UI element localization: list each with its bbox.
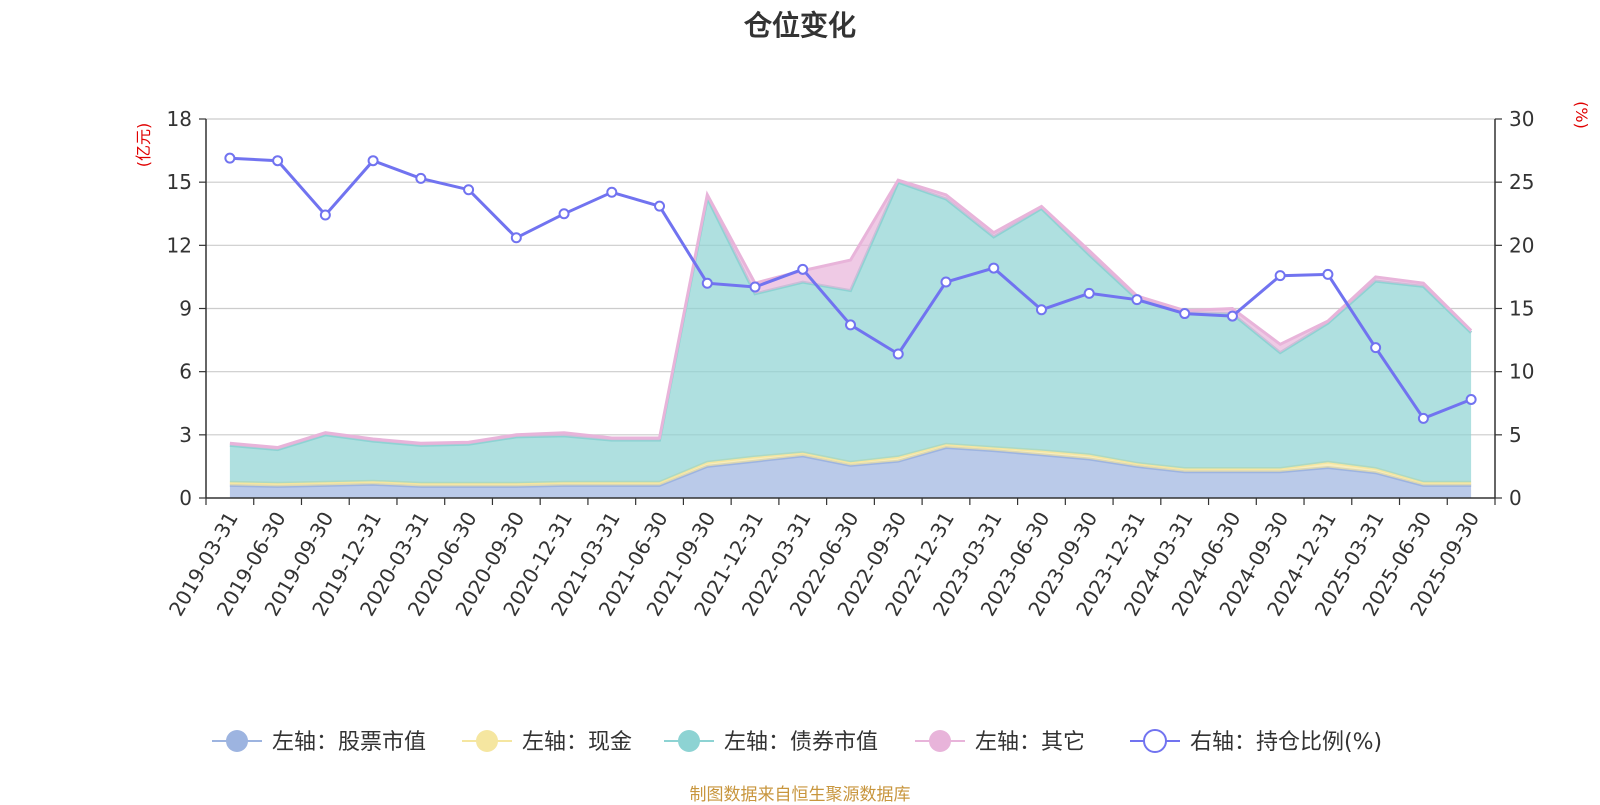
right-axis-tick-label: 30 — [1509, 107, 1534, 131]
left-axis-tick-label: 0 — [179, 486, 192, 510]
area-左轴：现金 — [229, 444, 1472, 487]
holding-ratio-point[interactable] — [272, 155, 284, 167]
legend-label: 左轴：债券市值 — [724, 730, 878, 755]
holding-ratio-point[interactable] — [1226, 310, 1238, 322]
holding-ratio-point[interactable] — [940, 276, 952, 288]
holding-ratio-point[interactable] — [367, 155, 379, 167]
holding-ratio-point[interactable] — [319, 209, 331, 221]
holding-ratio-point[interactable] — [415, 172, 427, 184]
right-axis-tick-label: 20 — [1509, 233, 1534, 257]
legend-marker — [1143, 729, 1167, 753]
right-axis-tick-label: 25 — [1509, 170, 1534, 194]
legend-item[interactable]: 右轴：持仓比例(%) — [1130, 729, 1382, 755]
holding-ratio-point[interactable] — [510, 232, 522, 244]
holding-ratio-point[interactable] — [606, 186, 618, 198]
left-axis-tick-label: 6 — [179, 360, 192, 384]
right-axis-tick-label: 0 — [1509, 486, 1522, 510]
area-左轴：债券市值 — [229, 182, 1472, 484]
legend-marker — [678, 730, 700, 752]
holding-ratio-point[interactable] — [1322, 268, 1334, 280]
left-axis-tick-label: 12 — [167, 233, 192, 257]
legend-marker — [929, 730, 951, 752]
legend-marker — [226, 730, 248, 752]
legend-marker — [476, 730, 498, 752]
holding-ratio-point[interactable] — [463, 184, 475, 196]
area-edge-左轴：其它 — [229, 178, 1473, 450]
holding-ratio-point[interactable] — [1370, 342, 1382, 354]
legend-label: 右轴：持仓比例(%) — [1190, 730, 1382, 755]
legend-item[interactable]: 左轴：股票市值 — [212, 730, 426, 755]
right-axis-tick-label: 15 — [1509, 297, 1534, 321]
right-axis-unit: (%) — [1572, 101, 1591, 129]
holding-ratio-point[interactable] — [749, 281, 761, 293]
left-axis-tick-label: 3 — [179, 423, 192, 447]
holding-ratio-point[interactable] — [224, 152, 236, 164]
holding-ratio-point[interactable] — [1465, 393, 1477, 405]
legend-label: 左轴：其它 — [975, 730, 1085, 755]
holding-ratio-point[interactable] — [845, 319, 856, 331]
area-左轴：股票市值 — [229, 447, 1472, 498]
legend-item[interactable]: 左轴：债券市值 — [664, 730, 878, 755]
legend-item[interactable]: 左轴：现金 — [462, 730, 632, 755]
holding-ratio-point[interactable] — [892, 348, 904, 360]
holding-ratio-point[interactable] — [1035, 304, 1047, 316]
chart-title: 仓位变化 — [743, 9, 856, 42]
holding-ratio-point[interactable] — [701, 277, 713, 289]
legend-label: 左轴：现金 — [522, 730, 632, 755]
legend-label: 左轴：股票市值 — [272, 730, 426, 755]
stacked-areas — [229, 178, 1473, 498]
left-axis-unit: (亿元) — [134, 123, 153, 168]
holding-ratio-point[interactable] — [1083, 287, 1095, 299]
legend-item[interactable]: 左轴：其它 — [915, 730, 1085, 755]
holding-ratio-point[interactable] — [988, 262, 1000, 274]
holding-ratio-line-layer — [224, 152, 1477, 424]
right-axis-tick-label: 5 — [1509, 423, 1522, 447]
holding-ratio-point[interactable] — [1179, 308, 1191, 320]
data-source-note: 制图数据来自恒生聚源数据库 — [689, 785, 911, 805]
holding-ratio-point[interactable] — [654, 200, 666, 212]
holding-ratio-point[interactable] — [558, 208, 570, 220]
left-axis-tick-label: 9 — [179, 297, 192, 321]
holding-ratio-point[interactable] — [1417, 412, 1429, 424]
left-axis-tick-label: 15 — [167, 170, 192, 194]
holding-ratio-point[interactable] — [797, 263, 809, 275]
left-axis-tick-label: 18 — [167, 107, 192, 131]
legend: 左轴：股票市值 左轴：现金 左轴：债券市值 左轴：其它 右轴：持仓比例(%) — [212, 729, 1382, 755]
right-axis-tick-label: 10 — [1509, 360, 1534, 384]
holding-ratio-point[interactable] — [1131, 294, 1143, 306]
holding-ratio-point[interactable] — [1274, 270, 1286, 282]
